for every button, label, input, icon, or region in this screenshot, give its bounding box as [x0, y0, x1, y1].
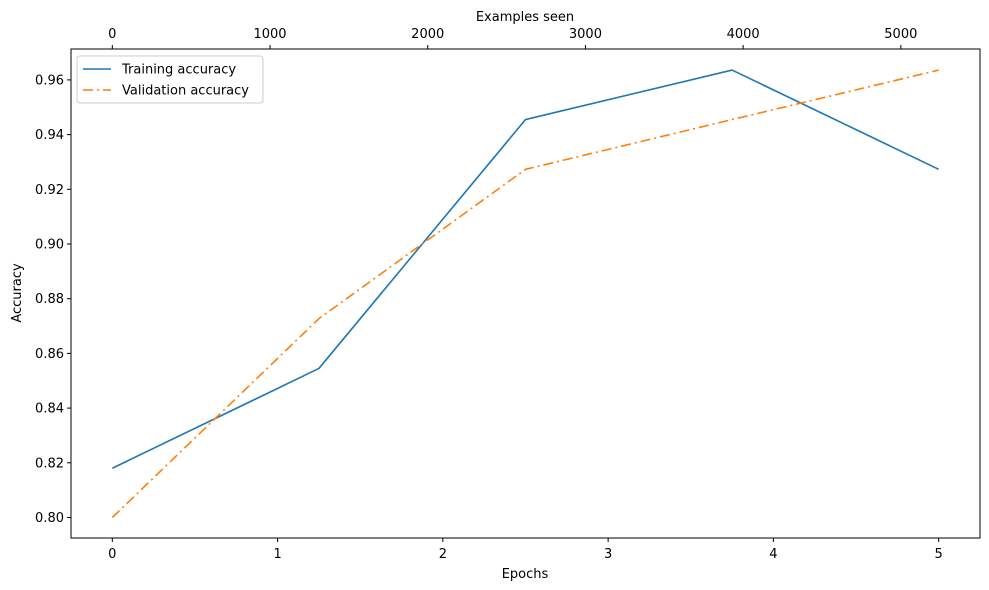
y-tick-label: 0.80	[35, 511, 64, 526]
y-tick-label: 0.82	[35, 456, 64, 471]
y-tick-label: 0.88	[35, 292, 64, 307]
top-x-axis-label: Examples seen	[476, 10, 574, 25]
x-tick-label: 2	[439, 547, 447, 562]
y-tick-label: 0.96	[35, 73, 64, 88]
top-x-tick-label: 3000	[569, 27, 602, 42]
y-axis-label: Accuracy	[10, 263, 25, 323]
x-axis-label: Epochs	[502, 567, 549, 582]
axes: 0 1 2 3 4 5 0 1000 2000 3000 4000 5000 0.80 0.82 0.84 0…	[35, 27, 981, 562]
top-x-tick-label: 5000	[884, 27, 917, 42]
top-x-tick-label: 2000	[411, 27, 444, 42]
x-tick-label: 0	[108, 547, 116, 562]
series-line-validation	[111, 69, 939, 519]
plot-frame	[70, 48, 981, 539]
x-tick-label: 3	[604, 547, 612, 562]
top-x-tick-label: 1000	[253, 27, 286, 42]
x-tick-label: 5	[935, 547, 943, 562]
plot-area	[111, 69, 940, 519]
top-x-tick-label: 0	[108, 27, 116, 42]
y-tick-label: 0.86	[35, 347, 64, 362]
y-tick-label: 0.94	[35, 128, 64, 143]
legend: Training accuracy Validation accuracy	[76, 55, 264, 104]
legend-label-validation: Validation accuracy	[122, 84, 249, 99]
y-tick-label: 0.92	[35, 183, 64, 198]
x-tick-label: 4	[769, 547, 777, 562]
legend-box	[76, 55, 264, 104]
x-tick-label: 1	[273, 547, 281, 562]
top-x-tick-label: 4000	[727, 27, 760, 42]
y-tick-label: 0.84	[35, 402, 64, 417]
legend-label-training: Training accuracy	[121, 63, 236, 78]
y-tick-label: 0.90	[35, 237, 64, 252]
